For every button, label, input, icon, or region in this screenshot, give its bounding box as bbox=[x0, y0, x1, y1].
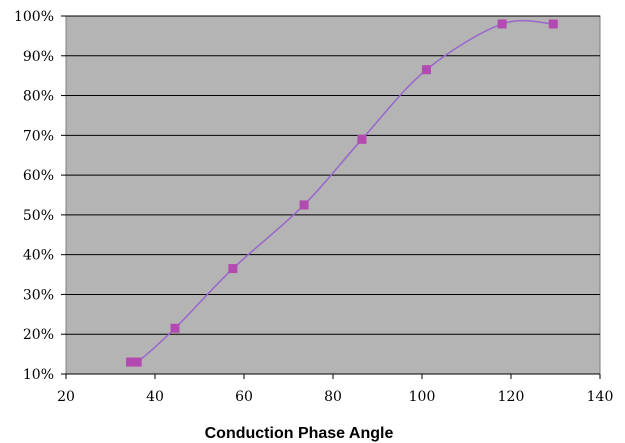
x-tick-label: 40 bbox=[146, 389, 164, 405]
y-tick-label: 50% bbox=[23, 208, 54, 224]
x-axis-label: Conduction Phase Angle bbox=[205, 425, 394, 442]
y-tick-label: 30% bbox=[23, 287, 54, 303]
y-tick-label: 60% bbox=[23, 168, 54, 184]
y-tick-label: 40% bbox=[23, 248, 54, 264]
y-tick-label: 100% bbox=[14, 9, 54, 25]
y-tick-label: 20% bbox=[23, 327, 54, 343]
data-point bbox=[357, 134, 367, 144]
y-tick-label: 70% bbox=[23, 128, 54, 144]
plot-area bbox=[65, 15, 601, 375]
y-tick-label: 90% bbox=[23, 49, 54, 65]
data-point bbox=[497, 19, 507, 29]
data-point bbox=[299, 200, 309, 210]
x-tick-label: 80 bbox=[324, 389, 342, 405]
data-point bbox=[126, 357, 136, 367]
data-point bbox=[421, 65, 431, 75]
x-tick-label: 60 bbox=[235, 389, 253, 405]
x-tick-label: 100 bbox=[409, 389, 436, 405]
gridlines bbox=[61, 15, 600, 375]
x-tick-label: 140 bbox=[587, 389, 614, 405]
x-axis-ticks: 20 40 60 80 100 120 140 bbox=[57, 374, 613, 405]
y-tick-label: 10% bbox=[23, 367, 54, 383]
x-tick-label: 20 bbox=[57, 389, 75, 405]
series-markers bbox=[126, 19, 558, 367]
x-tick-label: 120 bbox=[498, 389, 525, 405]
data-point bbox=[228, 264, 238, 274]
data-point bbox=[170, 323, 180, 333]
y-axis-ticks: 10% 20% 30% 40% 50% 60% 70% 80% 90% 100% bbox=[14, 9, 54, 383]
data-point bbox=[548, 19, 558, 29]
data-point bbox=[132, 357, 142, 367]
y-tick-label: 80% bbox=[23, 89, 54, 105]
